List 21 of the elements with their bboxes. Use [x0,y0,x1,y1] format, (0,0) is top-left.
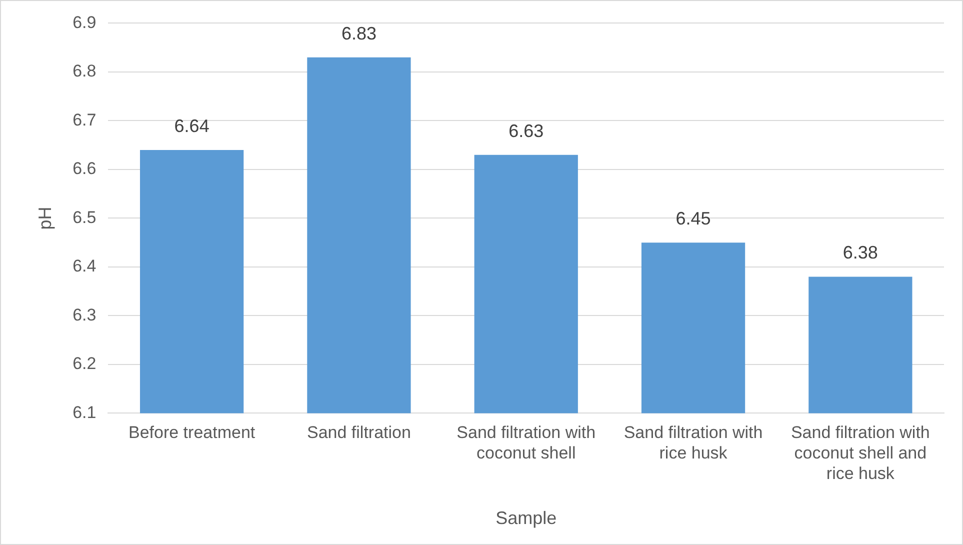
y-tick-label: 6.1 [72,402,96,422]
data-label: 6.45 [676,208,711,229]
x-tick-label: Before treatment [128,423,256,442]
y-tick-label: 6.9 [72,12,96,32]
data-label: 6.63 [508,120,544,141]
y-tick-label: 6.7 [72,110,96,130]
y-axis-title: pH [34,206,55,230]
x-tick-label: Sand filtration with coconut shell and rice husk [790,423,930,483]
x-tick-label: Sand filtration with coconut shell [456,423,596,462]
x-axis-title: Sample [496,508,557,528]
data-label: 6.64 [174,116,210,136]
y-tick-label: 6.5 [72,208,96,227]
y-tick-label: 6.2 [72,354,96,374]
y-tick-label: 6.8 [72,62,96,81]
x-tick-label: Sand filtration [306,423,411,442]
y-tick-label: 6.6 [72,159,96,178]
x-tick-label: Sand filtration with rice husk [624,423,763,462]
data-label: 6.38 [842,242,878,263]
data-label: 6.83 [341,23,376,44]
y-tick-label: 6.3 [72,305,96,324]
y-tick-label: 6.4 [72,256,96,276]
